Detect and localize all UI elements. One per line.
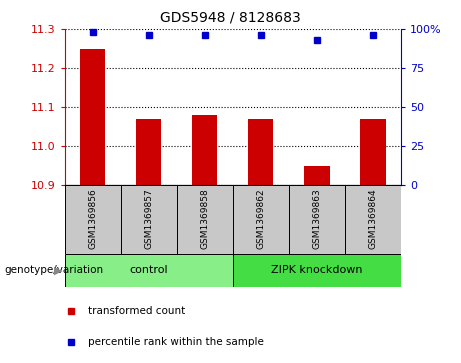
Bar (192, 115, 218, 185)
Bar (345, 185, 401, 254)
Text: GSM1369858: GSM1369858 (200, 189, 209, 249)
Bar (80, 49, 105, 185)
Bar (304, 166, 330, 185)
Text: GSM1369856: GSM1369856 (88, 189, 97, 249)
Bar (65, 185, 121, 254)
Text: transformed count: transformed count (88, 306, 185, 316)
Text: GSM1369864: GSM1369864 (368, 189, 378, 249)
Bar (248, 119, 273, 185)
Bar (233, 254, 401, 287)
Bar (121, 185, 177, 254)
Text: GSM1369857: GSM1369857 (144, 189, 153, 249)
Bar (65, 254, 233, 287)
Bar (177, 185, 233, 254)
Bar (233, 185, 289, 254)
Text: ▶: ▶ (54, 265, 62, 276)
Bar (361, 119, 386, 185)
Text: percentile rank within the sample: percentile rank within the sample (88, 337, 264, 347)
Text: GSM1369862: GSM1369862 (256, 189, 266, 249)
Bar (136, 119, 161, 185)
Bar (289, 185, 345, 254)
Text: GDS5948 / 8128683: GDS5948 / 8128683 (160, 11, 301, 25)
Text: GSM1369863: GSM1369863 (313, 189, 321, 249)
Text: control: control (130, 265, 168, 276)
Text: genotype/variation: genotype/variation (5, 265, 104, 276)
Text: ZIPK knockdown: ZIPK knockdown (271, 265, 363, 276)
